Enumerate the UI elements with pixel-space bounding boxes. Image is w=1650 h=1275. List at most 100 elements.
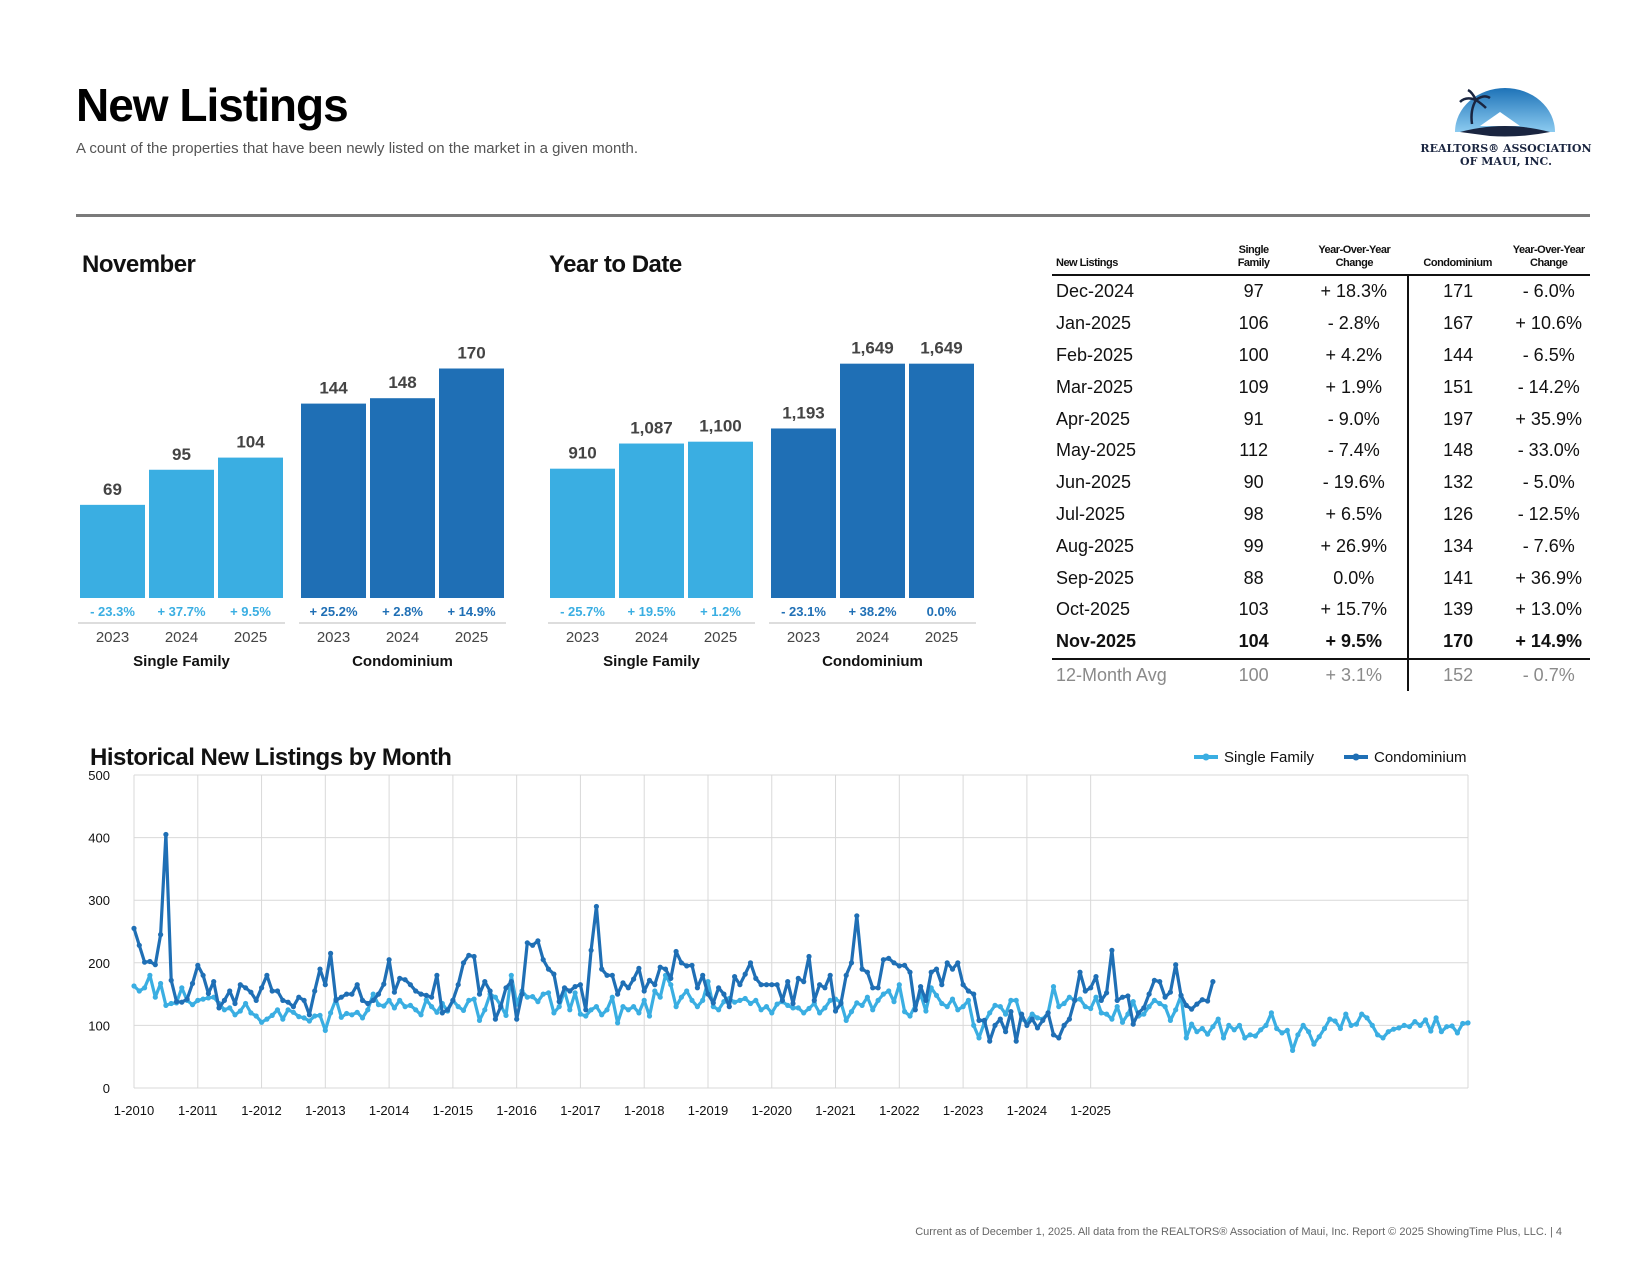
data-point — [434, 1009, 440, 1015]
data-point — [588, 1007, 594, 1013]
data-point — [923, 997, 929, 1003]
historical-title: Historical New Listings by Month — [90, 744, 452, 771]
y-tick-label: 200 — [88, 956, 110, 971]
data-point — [1454, 1030, 1460, 1036]
cell-month: Sep-2025 — [1056, 567, 1135, 588]
data-point — [280, 997, 286, 1003]
x-tick-label: 1-2018 — [624, 1103, 664, 1118]
data-point — [822, 1005, 828, 1011]
data-point — [1157, 1000, 1163, 1007]
x-tick-label: 1-2012 — [241, 1103, 281, 1118]
data-point — [1125, 993, 1131, 999]
data-point — [1375, 1032, 1381, 1038]
data-point — [1061, 1022, 1067, 1028]
data-point — [1295, 1032, 1301, 1038]
data-point — [673, 1004, 679, 1010]
cell-single-family: 109 — [1238, 376, 1269, 397]
data-point — [673, 948, 679, 955]
data-point — [397, 975, 403, 981]
data-point — [1306, 1029, 1312, 1035]
table-row: Sep-2025 88 0.0% 141 + 36.9% — [1052, 562, 1590, 594]
y-tick-label: 300 — [88, 893, 110, 908]
data-point — [896, 963, 902, 969]
data-point — [131, 925, 137, 931]
data-point — [1460, 1020, 1466, 1027]
data-point — [370, 991, 376, 997]
data-point — [221, 1007, 227, 1013]
data-point — [987, 1010, 993, 1016]
cell-sf-change: + 15.7% — [1300, 593, 1409, 626]
bar — [301, 403, 366, 598]
data-point — [285, 1007, 291, 1013]
cell-month: May-2025 — [1056, 440, 1137, 461]
data-point — [136, 988, 142, 994]
data-point — [806, 1005, 812, 1012]
table-row: Jul-2025 98 + 6.5% 126 - 12.5% — [1052, 498, 1590, 531]
data-point — [1040, 1017, 1046, 1023]
data-point — [1210, 979, 1216, 985]
data-point — [774, 982, 780, 988]
x-tick-label: 1-2023 — [943, 1103, 983, 1118]
page-title: New Listings — [76, 79, 349, 131]
data-point — [1406, 1024, 1413, 1030]
data-point — [694, 1004, 701, 1010]
data-point — [407, 1002, 413, 1008]
table-row: Apr-2025 91 - 9.0% 197 + 35.9% — [1052, 403, 1590, 435]
data-point — [806, 953, 812, 960]
data-point — [763, 982, 770, 988]
data-point — [588, 947, 594, 953]
group-label: Single Family — [133, 653, 230, 670]
data-point — [1109, 1016, 1115, 1022]
data-point — [1008, 1009, 1014, 1015]
data-point — [827, 972, 833, 978]
data-point — [933, 992, 940, 998]
data-point — [572, 990, 578, 996]
year-tick-label: 2024 — [386, 629, 419, 646]
data-point — [1433, 1015, 1439, 1021]
data-point — [1385, 1029, 1391, 1035]
data-point — [700, 972, 706, 978]
data-point — [593, 1004, 600, 1010]
data-point — [1093, 994, 1099, 1000]
data-point — [726, 1004, 732, 1010]
data-point — [1210, 1024, 1216, 1030]
bar — [909, 363, 974, 598]
data-point — [1141, 1011, 1147, 1017]
data-point — [227, 988, 233, 994]
data-point — [1034, 1015, 1041, 1021]
data-point — [1093, 974, 1099, 980]
data-point — [1029, 1011, 1035, 1017]
cell-condominium: 197 — [1443, 408, 1474, 429]
bar — [619, 443, 684, 598]
data-point — [955, 960, 961, 966]
data-point — [928, 969, 934, 975]
data-point — [1444, 1024, 1450, 1030]
data-point — [891, 960, 897, 966]
data-point — [1183, 1035, 1189, 1041]
data-point — [317, 966, 323, 972]
cell-month: Aug-2025 — [1056, 535, 1135, 556]
cell-sf-change: + 4.2% — [1300, 339, 1409, 372]
data-point — [1353, 1021, 1359, 1027]
data-point — [168, 1000, 174, 1007]
data-point — [843, 1017, 849, 1023]
data-point — [147, 972, 153, 978]
cell-condominium: 139 — [1443, 599, 1474, 620]
data-point — [158, 932, 164, 938]
data-point — [407, 982, 413, 988]
data-point — [338, 1014, 344, 1020]
legend-label: Single Family — [1224, 749, 1315, 766]
data-point — [1226, 1022, 1232, 1028]
cell-condo-change: - 5.0% — [1522, 472, 1575, 493]
bar-value-label: 148 — [388, 373, 416, 392]
data-point — [684, 988, 690, 994]
bar-value-label: 69 — [103, 480, 122, 499]
y-tick-label: 400 — [88, 831, 110, 846]
data-point — [684, 963, 690, 969]
data-point — [1125, 1011, 1131, 1017]
data-point — [747, 960, 754, 966]
data-point — [237, 1008, 243, 1014]
data-point — [965, 988, 972, 994]
data-point — [1003, 1029, 1009, 1035]
data-point — [1428, 1028, 1434, 1034]
